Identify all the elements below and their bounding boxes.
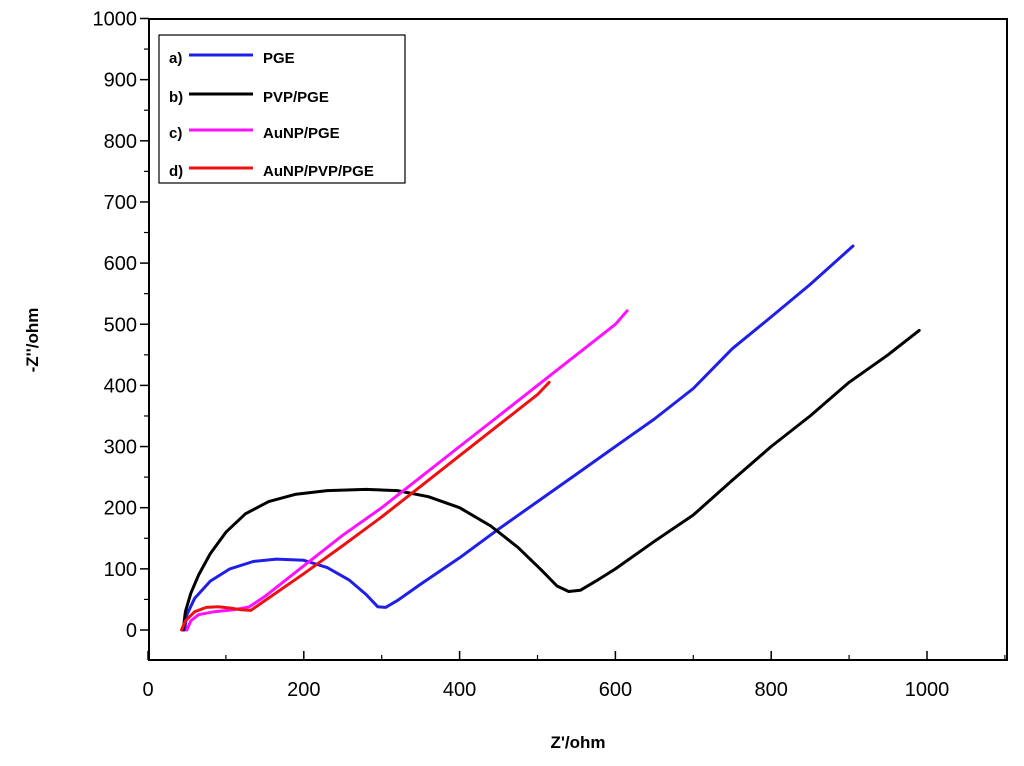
x-tick-label: 600 — [599, 679, 632, 701]
legend-label: AuNP/PVP/PGE — [263, 163, 374, 180]
y-axis-title: -Z''/ohm — [23, 308, 42, 373]
y-tick-label: 900 — [104, 70, 137, 92]
legend: a) PGE b) PVP/PGE c) AuNP/PGE d) AuNP/PVP/PGE — [158, 34, 406, 184]
y-axis: 0 100 200 300 400 500 600 700 800 900 1000 — [93, 9, 149, 642]
y-tick-label: 300 — [104, 437, 137, 459]
series-line-2 — [181, 328, 921, 632]
y-tick-label: 100 — [104, 559, 137, 581]
series-line-1 — [183, 244, 855, 632]
legend-label: PGE — [263, 50, 295, 67]
y-tick-label: 400 — [104, 375, 137, 397]
x-tick-label: 0 — [142, 679, 153, 701]
plot-frame — [148, 18, 1008, 661]
x-axis: 0 200 400 600 800 1000 — [142, 651, 1006, 701]
y-tick-label: 800 — [104, 131, 137, 153]
y-tick-label: 200 — [104, 498, 137, 520]
legend-label: AuNP/PGE — [263, 125, 340, 142]
y-tick-label: 1000 — [93, 9, 138, 31]
legend-marker: b) — [169, 89, 183, 106]
series-layer — [180, 244, 921, 632]
y-tick-label: 500 — [104, 314, 137, 336]
y-tick-label: 600 — [104, 253, 137, 275]
y-tick-label: 0 — [126, 620, 137, 642]
y-tick-label: 700 — [104, 192, 137, 214]
x-tick-label: 400 — [443, 679, 476, 701]
legend-marker: a) — [169, 50, 182, 67]
legend-marker: c) — [169, 125, 182, 142]
x-axis-title: Z'/ohm — [550, 733, 605, 752]
legend-label: PVP/PGE — [263, 89, 329, 106]
x-tick-label: 800 — [755, 679, 788, 701]
series-line-3 — [185, 309, 629, 632]
legend-box — [158, 34, 406, 184]
series-line-4 — [180, 380, 551, 632]
x-tick-label: 1000 — [905, 679, 950, 701]
x-tick-label: 200 — [287, 679, 320, 701]
legend-marker: d) — [169, 163, 183, 180]
